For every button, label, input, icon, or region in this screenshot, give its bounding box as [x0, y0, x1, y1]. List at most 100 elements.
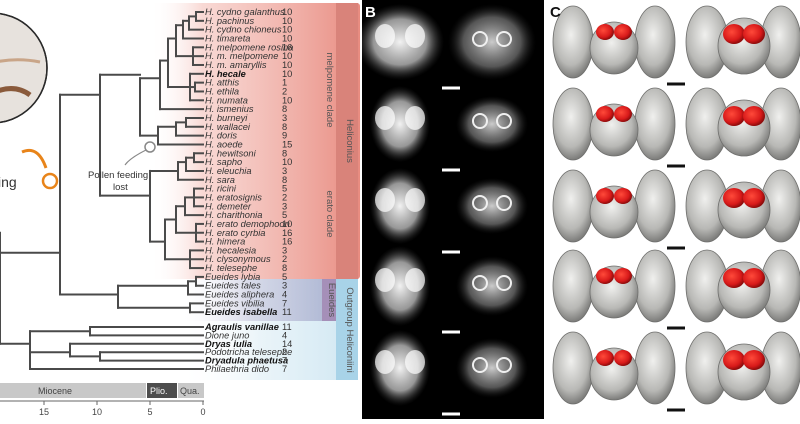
miocene-label: Miocene: [38, 386, 72, 396]
sample-count: 8: [282, 263, 287, 273]
microscopy-row: [370, 168, 528, 254]
pollen-feeding-label-line1: Pollen feeding: [88, 170, 148, 181]
sample-count: 3: [282, 245, 287, 255]
species-label: H. sara: [205, 175, 235, 185]
sample-count: 2: [282, 347, 287, 357]
sample-count: 5: [282, 184, 287, 194]
brain-render-row: [552, 5, 800, 86]
butterfly-photo-circle: [0, 12, 48, 124]
species-label: H. erato demophoon: [205, 219, 290, 229]
species-label: H. hecalesia: [205, 245, 256, 255]
brain-render-row: [552, 331, 800, 412]
species-label: H. himera: [205, 237, 245, 247]
brain-render-row: [552, 249, 800, 330]
sample-count: 3: [282, 281, 287, 291]
species-label: H. pachinus: [205, 16, 254, 26]
species-label: H. timareta: [205, 33, 250, 43]
species-label: H. charithonia: [205, 210, 262, 220]
tick-15: 15: [39, 407, 49, 417]
sample-count: 8: [282, 122, 287, 132]
sample-count: 2: [282, 254, 287, 264]
erato-clade-label: erato clade: [324, 190, 335, 237]
species-label: H. wallacei: [205, 122, 251, 132]
pollen-feeding-marker: [124, 141, 156, 166]
sample-count: 16: [282, 228, 292, 238]
species-label: H. eratosignis: [205, 192, 262, 202]
species-label: H. cydno galanthus: [205, 7, 285, 17]
species-label: H. hecale: [205, 69, 246, 79]
species-label: Podotricha telesephe: [205, 347, 292, 357]
species-label: Eueides aliphera: [205, 290, 274, 300]
eueides-label: Eueides: [326, 283, 337, 318]
sample-count: 10: [282, 95, 292, 105]
sample-count: 10: [282, 7, 292, 17]
panel-b-label: B: [365, 4, 376, 21]
sample-count: 2: [282, 86, 287, 96]
sample-count: 14: [282, 339, 292, 349]
sample-count: 3: [282, 113, 287, 123]
heliconius-band-strip: [336, 3, 358, 279]
sample-count: 1: [282, 78, 287, 88]
brain-render-grid: [552, 5, 800, 412]
sample-count: 15: [282, 139, 292, 149]
species-label: Dryadula phaetusa: [205, 356, 288, 366]
sample-count: 4: [282, 330, 287, 340]
tree-branches: [0, 11, 204, 370]
species-label: H. melpomene rosina: [205, 42, 293, 52]
species-label: H. cydno chioneus: [205, 25, 282, 35]
sample-count: 2: [282, 192, 287, 202]
eueides-band-strip: [322, 279, 336, 321]
species-label: Eueides lybia: [205, 272, 260, 282]
pliocene-bar: [147, 383, 177, 398]
sample-count: 4: [282, 290, 287, 300]
tick-10: 10: [92, 407, 102, 417]
species-label: Eueides isabella: [205, 307, 277, 317]
cut-annotation-text: ing: [0, 174, 17, 190]
species-label: H. atthis: [205, 78, 239, 88]
microscopy-row: [370, 330, 528, 416]
species-label: H. ismenius: [205, 104, 254, 114]
sample-count: 3: [282, 201, 287, 211]
pliocene-label: Plio.: [150, 386, 168, 396]
sample-count: 11: [282, 307, 292, 317]
species-label: Eueides vibilia: [205, 298, 264, 308]
sample-count: 10: [282, 25, 292, 35]
species-label: H. burneyi: [205, 113, 248, 123]
sample-count: 10: [282, 69, 292, 79]
melpomene-clade-label: melpomene clade: [324, 53, 335, 128]
sample-count: 10: [282, 33, 292, 43]
miocene-bar: [0, 383, 146, 398]
sample-count: 3: [282, 166, 287, 176]
timescale: Miocene Plio. Qua. 15 10 5 0: [0, 383, 206, 417]
panel-c-3d-renders: [545, 0, 800, 419]
species-label: Philaethria dido: [205, 364, 269, 374]
sample-count: 9: [282, 131, 287, 141]
species-label: H. aoede: [205, 139, 243, 149]
sample-count: 7: [282, 298, 287, 308]
sample-count: 11: [282, 322, 292, 332]
sample-count: 8: [282, 148, 287, 158]
species-label: H. m. amaryllis: [205, 60, 267, 70]
species-label: H. doris: [205, 131, 237, 141]
sample-count: 10: [282, 60, 292, 70]
quaternary-bar: [178, 383, 204, 398]
sample-count: 10: [282, 16, 292, 26]
microscopy-row: [370, 246, 528, 334]
pollen-feeding-label-line2: lost: [113, 182, 128, 193]
species-label: H. m. melpomene: [205, 51, 278, 61]
orange-ring-marker: [21, 148, 59, 190]
brain-render-row: [552, 87, 800, 168]
outgroup-band-strip: [336, 279, 358, 380]
phylogeny-tree: ing Pollen feeding lost H. cydno galanth…: [0, 3, 360, 417]
species-label: H. hewitsoni: [205, 148, 257, 158]
sample-count: 16: [282, 42, 292, 52]
species-label: Dione juno: [205, 330, 249, 340]
species-label: H. eleuchia: [205, 166, 252, 176]
outgroup-label: Outgroup Heliconiini: [344, 287, 355, 373]
sample-count: 5: [282, 210, 287, 220]
sample-count: 7: [282, 356, 287, 366]
sample-count: 10: [282, 219, 292, 229]
sample-count: 16: [282, 237, 292, 247]
species-label: H. erato cyrbia: [205, 228, 265, 238]
